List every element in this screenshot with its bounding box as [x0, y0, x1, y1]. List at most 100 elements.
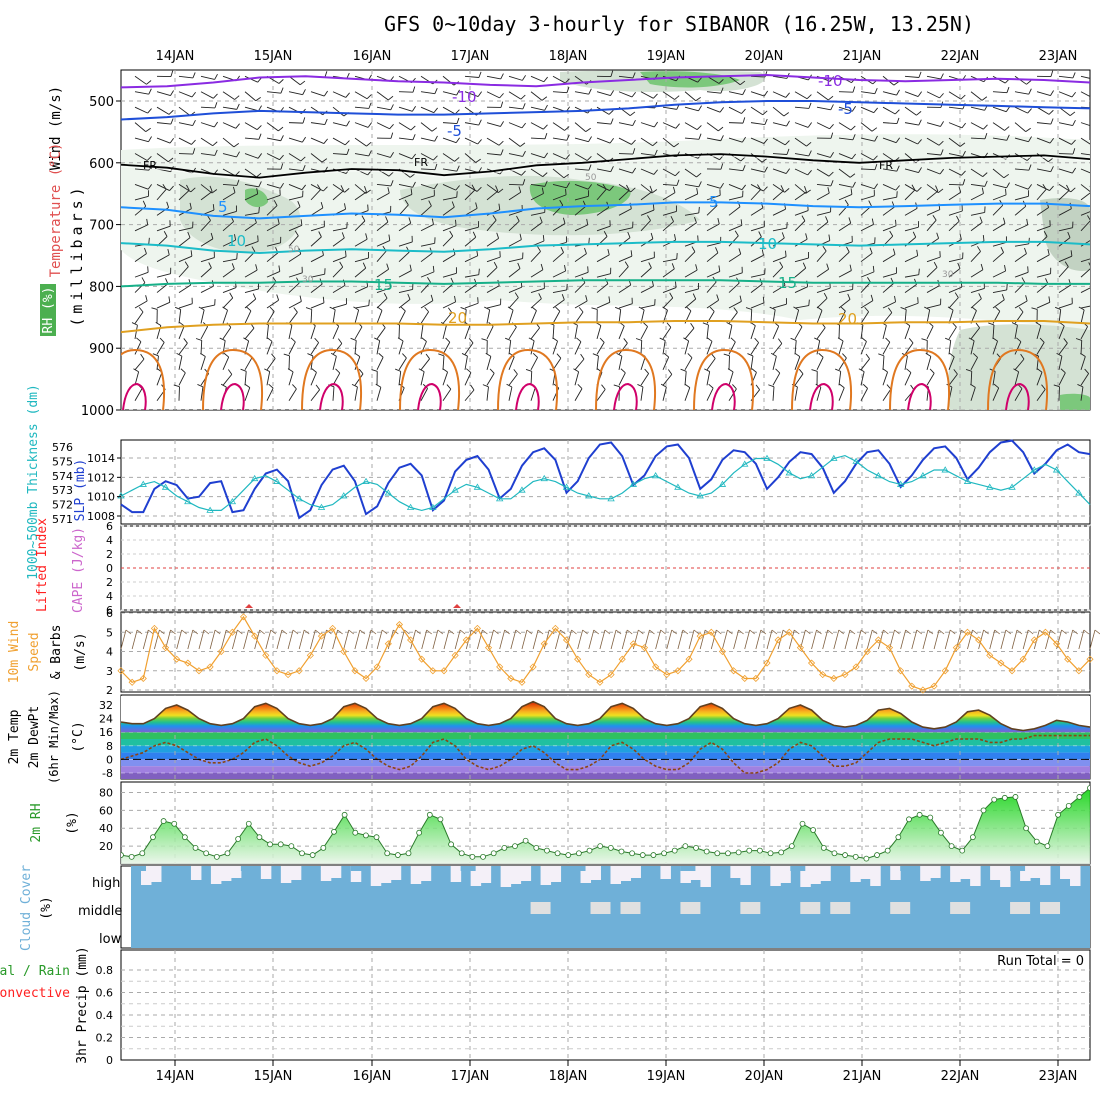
wind-barb: [1058, 168, 1073, 174]
wind-barb-flag: [531, 306, 537, 311]
wind-barb-flag: [886, 384, 892, 390]
wind-barb-flag: [1036, 368, 1043, 373]
wind10m-barb: [443, 629, 450, 650]
wind10m-barb-flag: [816, 629, 822, 635]
wind-barb: [200, 191, 213, 201]
wind10m-barb: [900, 629, 907, 650]
wind-barb-flag: [468, 337, 474, 344]
wind-barb: [926, 256, 941, 263]
wind-barb-flag: [1028, 237, 1030, 244]
wind-barb: [794, 184, 807, 194]
wind-point: [562, 636, 571, 644]
wind-barb-flag: [921, 338, 928, 341]
rh-point: [384, 850, 391, 857]
wind-barb: [354, 340, 357, 355]
wind-barb-flag: [882, 368, 888, 373]
cloud-high-gap: [990, 866, 1001, 880]
wind10m-barb: [577, 629, 584, 650]
wind-barb-flag: [223, 352, 229, 358]
wind-barb: [552, 168, 565, 179]
wind-barb-flag: [764, 166, 768, 173]
wind-barb: [860, 388, 868, 401]
wind-barb-flag: [366, 94, 372, 100]
wind10m-barb-flag: [359, 629, 366, 635]
wind-barb-flag: [873, 183, 879, 190]
wind-barb: [464, 325, 471, 340]
wind-barb: [772, 266, 784, 278]
wind-barb: [222, 258, 237, 263]
wind-barb-flag: [299, 295, 302, 302]
wind-barb: [596, 283, 609, 293]
hot-cell-outline: [711, 382, 736, 410]
wind-barb-flag: [676, 179, 680, 186]
temp-mask: [121, 696, 1090, 731]
wind-barb: [838, 251, 850, 263]
cloud-high-gap: [660, 866, 671, 879]
rh-point: [778, 849, 785, 856]
thickness-point: [718, 480, 727, 487]
wind10m-barb-flag: [905, 629, 911, 635]
wind-barb: [728, 388, 737, 401]
wind-barb: [618, 303, 633, 309]
wind-barb-flag: [390, 180, 394, 187]
wind-barb: [728, 341, 736, 355]
wind-barb: [772, 309, 776, 324]
wind-barb: [376, 153, 391, 158]
wind-barb: [244, 212, 259, 216]
cloud-high-gap: [800, 866, 811, 887]
wind-barb-flag: [521, 122, 526, 129]
wind-barb: [200, 122, 215, 128]
wind-barb: [1080, 309, 1085, 324]
wind-barb-flag: [630, 187, 636, 193]
wind-barb-flag: [1077, 384, 1084, 388]
wind-barb-flag: [519, 142, 526, 147]
wind-barb-flag: [761, 158, 768, 163]
wind-barb-flag: [565, 154, 570, 160]
wind-barb: [750, 91, 765, 97]
wind-barb: [464, 153, 477, 163]
warm-cell-outline: [791, 348, 853, 410]
wind-barb: [420, 91, 435, 95]
wind-barb-flag: [1049, 138, 1055, 144]
wind-barb: [574, 184, 589, 190]
wind-barb-flag: [168, 296, 171, 303]
wind-barb-flag: [214, 73, 218, 80]
wind-barb: [244, 122, 258, 131]
wind10m-barb: [532, 629, 539, 650]
wind-barb: [750, 122, 765, 126]
temp-tick-label: 8: [106, 740, 113, 753]
wind-barb-flag: [374, 337, 380, 342]
wind-barb: [882, 106, 896, 115]
wind-barb: [640, 168, 655, 175]
wind-barb: [442, 301, 456, 309]
wind-barb-flag: [769, 306, 776, 311]
wind10m-barb-flag: [493, 629, 499, 635]
wind-barb: [530, 371, 533, 386]
wind-barb: [728, 272, 743, 278]
wind-barb-flag: [133, 368, 139, 373]
wind-barb: [838, 193, 853, 201]
wind-barb-flag: [543, 76, 548, 83]
wind-barb: [244, 193, 258, 201]
rh-point: [1065, 802, 1072, 809]
wind-barb-flag: [346, 120, 350, 127]
wind-barb: [618, 137, 632, 145]
wind10m-barb-flag: [916, 629, 923, 635]
wind-barb-flag: [1072, 167, 1076, 174]
wind-barb-flag: [783, 112, 790, 117]
wind-barb-flag: [858, 368, 865, 373]
wind-barb-flag: [993, 383, 999, 389]
wind-barb: [398, 122, 412, 131]
wind10m-barb: [510, 629, 517, 650]
wind10m-barb: [298, 629, 305, 650]
hot-cell-outline: [122, 382, 147, 410]
wind-barb-flag: [565, 188, 567, 195]
wind-barb: [816, 327, 826, 340]
warm-cell-outline: [987, 348, 1049, 410]
wind-barb: [288, 184, 303, 191]
wind-barb-flag: [302, 117, 306, 124]
wind10m-barb-flag: [749, 629, 755, 635]
